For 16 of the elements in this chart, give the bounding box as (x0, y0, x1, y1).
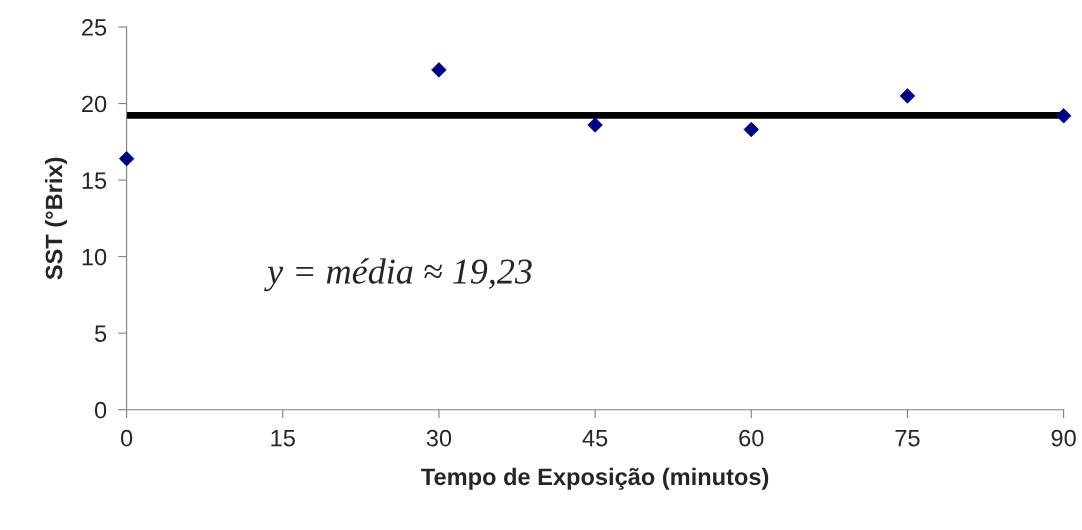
x-axis-title: Tempo de Exposição (minutos) (421, 467, 769, 490)
y-axis-title: SST (°Brix) (44, 157, 67, 280)
annotation: y = média ≈ 19,23 (264, 258, 532, 292)
y-tick-label: 5 (94, 325, 107, 342)
x-tick-label: 60 (739, 429, 764, 447)
x-tick-label: 90 (1051, 429, 1076, 447)
y-tick-label: 25 (82, 19, 107, 36)
x-tick-label: 30 (426, 429, 452, 447)
x-tick-label: 0 (120, 429, 133, 447)
y-tick-label: 10 (82, 248, 107, 266)
y-tick-label: 0 (94, 401, 107, 419)
x-tick-label: 75 (895, 430, 920, 447)
y-tick-label: 20 (82, 95, 107, 113)
x-tick-label: 15 (271, 430, 295, 447)
x-tick-label: 45 (582, 430, 608, 447)
y-tick-label: 15 (82, 172, 107, 189)
